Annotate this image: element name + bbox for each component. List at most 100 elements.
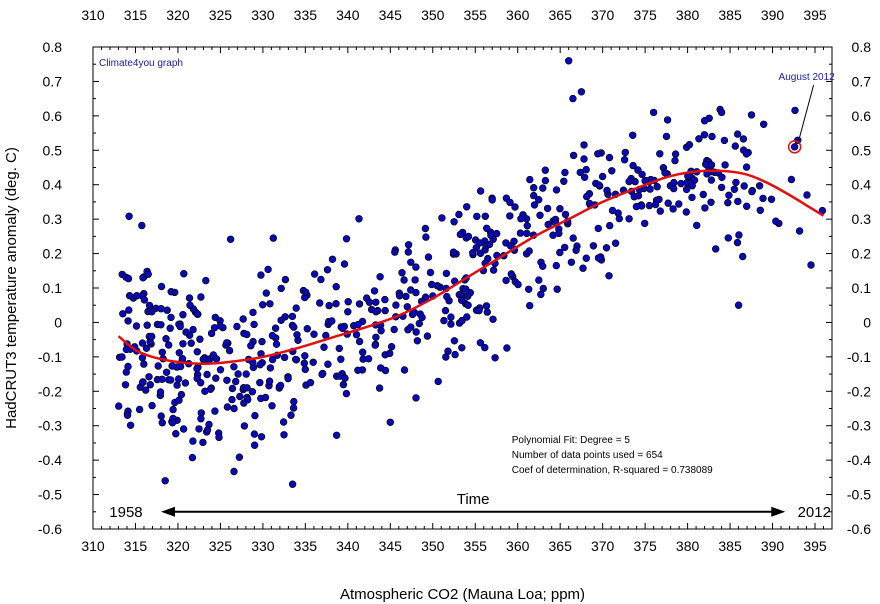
data-point bbox=[242, 370, 250, 378]
data-point bbox=[165, 341, 173, 349]
data-point bbox=[555, 229, 563, 238]
y-tick-label-right: 0.6 bbox=[852, 108, 872, 124]
data-point bbox=[514, 280, 522, 289]
data-point bbox=[272, 340, 281, 348]
data-point bbox=[692, 221, 701, 230]
time-arrow-head-left bbox=[160, 506, 175, 517]
data-point bbox=[473, 212, 481, 221]
data-point bbox=[341, 374, 349, 382]
data-point bbox=[301, 365, 309, 374]
data-point bbox=[732, 178, 740, 187]
data-point bbox=[561, 168, 569, 177]
data-point bbox=[158, 375, 166, 383]
data-point bbox=[173, 381, 181, 389]
data-point bbox=[688, 182, 696, 190]
data-point bbox=[203, 370, 211, 379]
data-point bbox=[202, 276, 210, 285]
data-point bbox=[290, 397, 298, 406]
data-point bbox=[567, 258, 576, 266]
fit-points-count: Number of data points used = 654 bbox=[512, 450, 663, 461]
highlight-point bbox=[790, 143, 799, 151]
data-point bbox=[332, 283, 340, 291]
data-point bbox=[488, 196, 496, 204]
data-point bbox=[482, 302, 491, 310]
data-point bbox=[203, 426, 212, 434]
data-point bbox=[556, 248, 564, 257]
data-point bbox=[403, 303, 411, 311]
data-point bbox=[156, 388, 165, 396]
y-tick-label-right: 0 bbox=[863, 314, 871, 330]
data-point bbox=[724, 199, 732, 207]
data-point bbox=[249, 308, 257, 317]
data-point bbox=[189, 325, 197, 334]
data-point bbox=[791, 106, 799, 115]
data-point bbox=[664, 199, 672, 207]
data-point bbox=[456, 230, 465, 239]
data-point bbox=[424, 253, 433, 261]
data-point bbox=[541, 176, 550, 185]
data-point bbox=[158, 348, 167, 356]
data-point bbox=[266, 300, 274, 308]
data-point bbox=[742, 150, 751, 158]
data-point bbox=[539, 184, 547, 192]
data-point bbox=[541, 166, 549, 174]
x-tick-label-top: 330 bbox=[251, 7, 275, 23]
data-point bbox=[682, 208, 690, 216]
data-point bbox=[215, 433, 223, 442]
y-tick-label-right: 0.2 bbox=[852, 246, 872, 262]
data-point bbox=[157, 412, 165, 420]
data-point bbox=[535, 276, 543, 284]
y-tick-label: -0.6 bbox=[38, 521, 62, 537]
data-point bbox=[248, 388, 257, 396]
data-point bbox=[268, 331, 277, 340]
data-point bbox=[180, 270, 188, 278]
data-point bbox=[225, 346, 234, 355]
data-point bbox=[342, 389, 351, 398]
data-point bbox=[228, 395, 236, 404]
data-point bbox=[309, 358, 317, 366]
data-point bbox=[189, 437, 197, 445]
data-point bbox=[125, 212, 133, 221]
data-point bbox=[628, 131, 637, 140]
data-point bbox=[377, 327, 385, 335]
data-point bbox=[530, 201, 539, 209]
data-point bbox=[560, 243, 569, 252]
data-point bbox=[230, 363, 238, 371]
data-point bbox=[193, 348, 202, 356]
data-point bbox=[216, 322, 224, 330]
x-tick-label-top: 360 bbox=[506, 7, 530, 23]
data-point bbox=[332, 300, 340, 308]
data-point bbox=[543, 204, 552, 213]
data-point bbox=[525, 301, 534, 310]
highlight-marker bbox=[787, 140, 802, 154]
data-point bbox=[632, 202, 641, 211]
data-point bbox=[284, 374, 292, 383]
data-point bbox=[589, 242, 598, 250]
x-tick-label-top: 385 bbox=[718, 7, 742, 23]
data-point bbox=[211, 407, 219, 415]
data-point bbox=[256, 378, 264, 387]
data-point bbox=[268, 355, 277, 364]
data-point bbox=[317, 275, 325, 284]
data-point bbox=[280, 353, 289, 362]
data-point bbox=[249, 363, 258, 372]
data-point bbox=[803, 191, 811, 199]
data-point bbox=[400, 366, 409, 374]
data-point bbox=[355, 215, 363, 223]
data-point bbox=[485, 240, 494, 249]
data-point bbox=[320, 343, 328, 351]
x-tick-label: 380 bbox=[676, 538, 700, 554]
data-point bbox=[182, 328, 190, 336]
data-point bbox=[695, 135, 703, 143]
data-point bbox=[582, 192, 591, 201]
data-point bbox=[525, 247, 533, 255]
data-point bbox=[529, 191, 538, 200]
data-point bbox=[355, 337, 364, 346]
data-point bbox=[223, 339, 231, 347]
data-point bbox=[265, 377, 274, 385]
data-point bbox=[233, 322, 241, 331]
x-tick-label-top: 390 bbox=[761, 7, 785, 23]
data-point bbox=[310, 330, 318, 338]
data-point bbox=[475, 306, 483, 315]
data-point bbox=[653, 183, 661, 191]
